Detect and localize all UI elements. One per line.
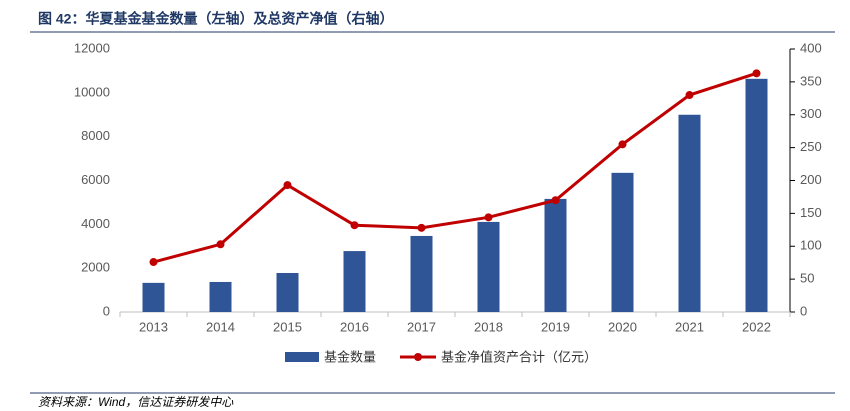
y2-tick-label: 250 — [800, 139, 822, 154]
marker — [216, 240, 225, 249]
line — [153, 71, 757, 264]
marker — [752, 69, 761, 78]
x-tick-label: 2020 — [608, 319, 637, 334]
x-tick-label: 2021 — [675, 319, 704, 334]
x-tick-label: 2015 — [273, 319, 302, 334]
x-tick-label: 2013 — [139, 319, 168, 334]
y2-tick-label: 350 — [800, 73, 822, 88]
source: 资料来源：Wind，信达证券研发中心 — [38, 395, 234, 409]
marker — [618, 140, 627, 149]
bar — [343, 251, 366, 312]
x-tick-label: 2018 — [474, 319, 503, 334]
marker — [484, 213, 493, 222]
marker — [417, 223, 426, 232]
bar — [611, 172, 634, 312]
bar — [276, 272, 299, 312]
y2-tick-label: 150 — [800, 205, 822, 220]
x-tick-label: 2022 — [742, 319, 771, 334]
marker — [551, 196, 560, 205]
y-tick-label: 6000 — [81, 172, 110, 187]
x-tick-label: 2017 — [407, 319, 436, 334]
bar — [477, 221, 500, 312]
legend-label: 基金净值资产合计（亿元） — [441, 349, 597, 364]
bar — [544, 198, 567, 312]
y2-tick-label: 0 — [800, 303, 807, 318]
y2-tick-label: 200 — [800, 172, 822, 187]
y-tick-label: 0 — [103, 303, 110, 318]
marker — [350, 221, 359, 230]
marker — [149, 258, 158, 267]
bar — [209, 281, 232, 312]
y2-tick-label: 400 — [800, 40, 822, 55]
bar — [410, 235, 433, 312]
y-tick-label: 12000 — [74, 40, 110, 55]
y-tick-label: 10000 — [74, 84, 110, 99]
legend-label: 基金数量 — [324, 349, 376, 364]
x-tick-label: 2014 — [206, 319, 235, 334]
chart-title: 图 42：华夏基金基金数量（左轴）及总资产净值（右轴） — [38, 11, 393, 27]
legend-marker — [414, 353, 422, 361]
bar — [678, 114, 701, 312]
y2-tick-label: 50 — [800, 271, 814, 286]
marker — [685, 91, 694, 100]
marker — [283, 181, 292, 190]
x-tick-label: 2019 — [541, 319, 570, 334]
legend-swatch — [285, 352, 319, 362]
y2-tick-label: 300 — [800, 106, 822, 121]
y-tick-label: 4000 — [81, 216, 110, 231]
y-tick-label: 8000 — [81, 128, 110, 143]
y2-tick-label: 100 — [800, 238, 822, 253]
bar — [745, 78, 768, 312]
x-tick-label: 2016 — [340, 319, 369, 334]
y-tick-label: 2000 — [81, 260, 110, 275]
bar — [142, 282, 165, 312]
